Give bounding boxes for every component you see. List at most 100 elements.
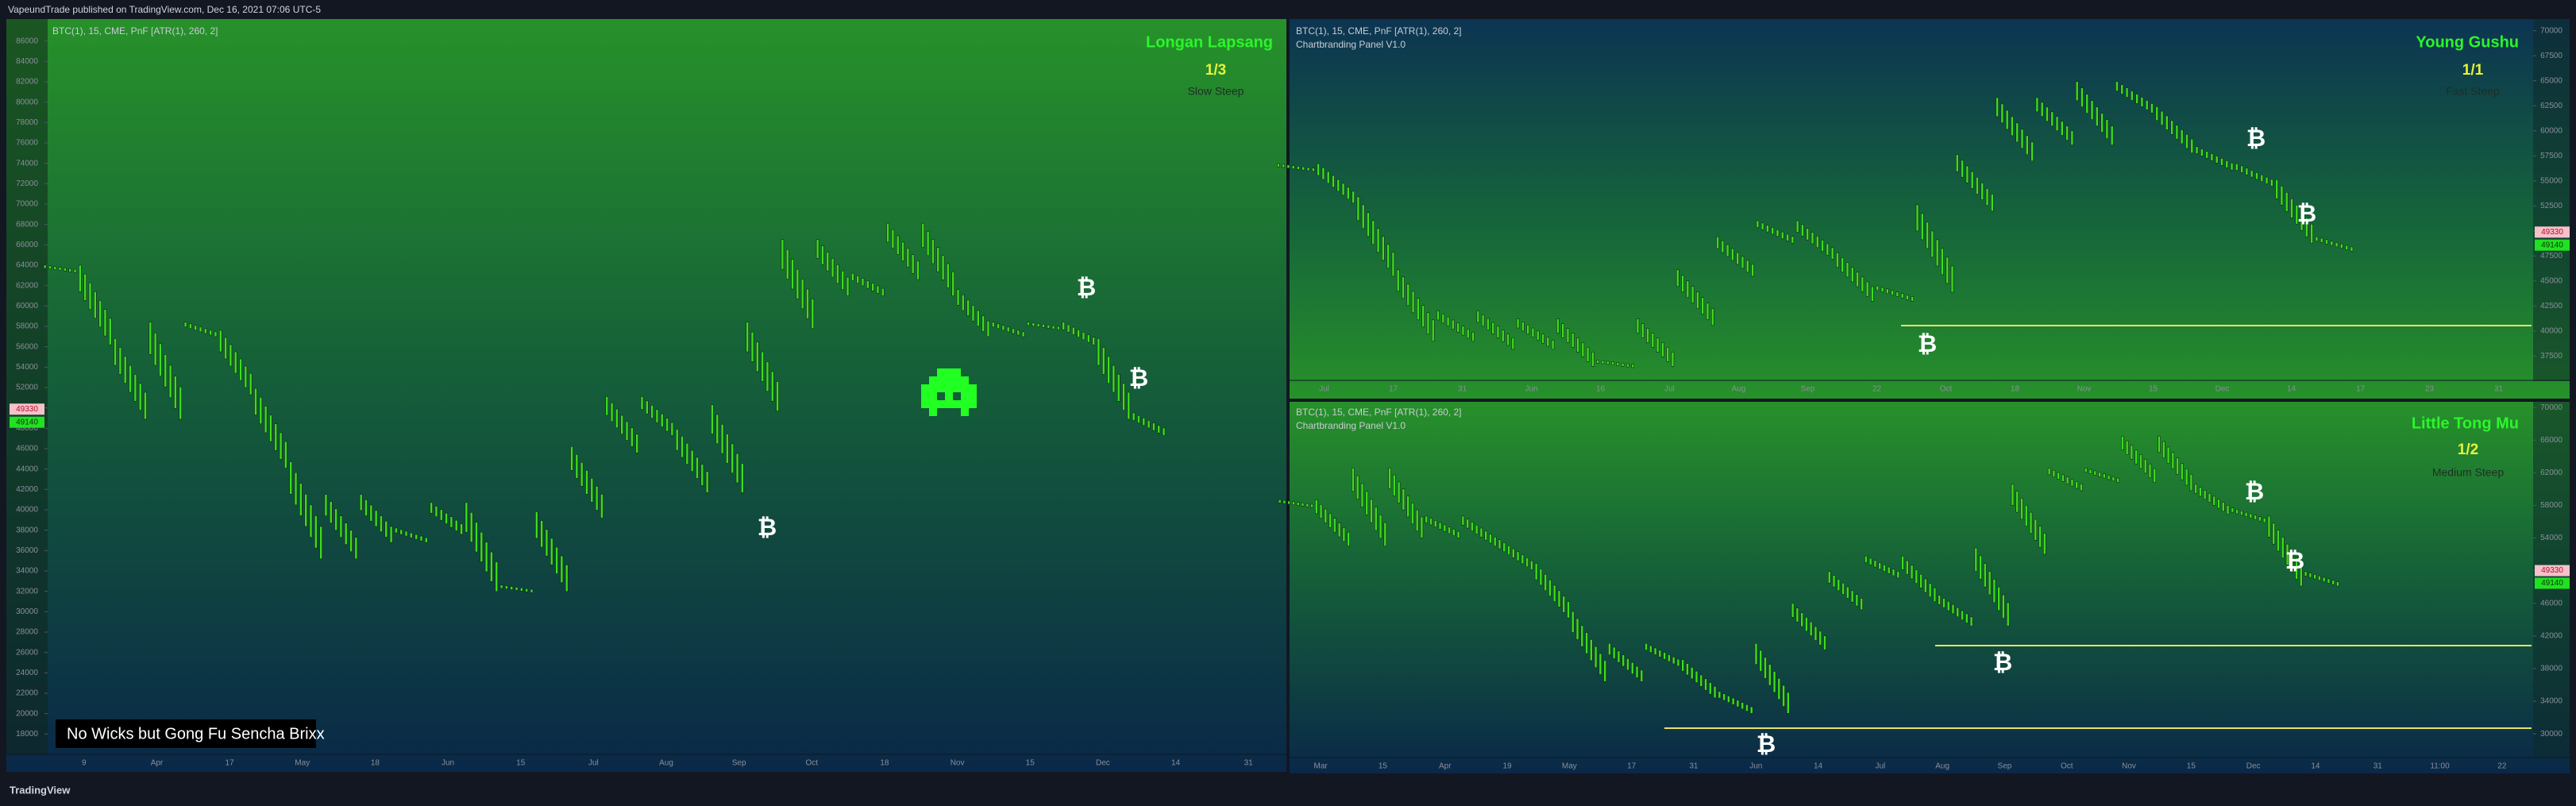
- pnf-column: [675, 429, 679, 451]
- price-axis: [6, 19, 48, 754]
- pnf-column: [901, 241, 904, 261]
- pnf-column: [1282, 499, 1286, 504]
- price-tag: [10, 403, 44, 415]
- pnf-column: [294, 472, 298, 506]
- pnf-column: [1791, 603, 1795, 618]
- pnf-column: [2105, 119, 2109, 139]
- pnf-column: [1641, 323, 1645, 338]
- pnf-column: [1306, 167, 1310, 172]
- pnf-column: [1782, 685, 1785, 707]
- pnf-column: [1910, 565, 1914, 580]
- pnf-column: [2080, 87, 2084, 107]
- pnf-column: [1502, 542, 1506, 553]
- pnf-column: [1530, 560, 1533, 570]
- pnf-column: [118, 347, 122, 375]
- pnf-column: [1951, 604, 1955, 615]
- pnf-column: [2085, 94, 2089, 114]
- pnf-column: [2245, 168, 2249, 175]
- pnf-column: [1590, 639, 1593, 661]
- pnf-column: [1498, 539, 1502, 550]
- pnf-column: [1376, 228, 1380, 253]
- pnf-column: [1382, 236, 1385, 261]
- x-tick-label: 15: [516, 759, 526, 768]
- bitcoin-marker: ₿: [1993, 650, 2012, 676]
- pnf-column: [681, 436, 684, 458]
- pnf-column: [144, 391, 147, 420]
- pnf-column: [2249, 513, 2253, 519]
- pnf-column: [2015, 122, 2019, 143]
- pnf-column: [2075, 81, 2079, 101]
- pnf-column: [2270, 179, 2273, 187]
- pnf-column: [1985, 188, 1989, 206]
- pnf-column: [229, 344, 233, 367]
- pnf-column: [2093, 470, 2097, 476]
- pnf-column: [841, 270, 845, 291]
- price-tag: [2535, 239, 2570, 251]
- pnf-column: [2145, 100, 2149, 110]
- pnf-column: [2230, 162, 2234, 171]
- pnf-column: [1795, 607, 1799, 623]
- pnf-column: [314, 515, 318, 549]
- pnf-column: [2161, 441, 2165, 458]
- caption-box: [56, 719, 316, 748]
- pnf-column: [1823, 635, 1826, 650]
- x-tick-label: Nov: [2077, 385, 2092, 394]
- y-tick-label: 42000: [16, 485, 38, 494]
- pnf-column: [1997, 586, 2000, 611]
- pnf-column: [1448, 526, 1451, 534]
- footer-brand: TradingView: [10, 784, 71, 796]
- publish-info: VapeundTrade published on TradingView.co…: [8, 4, 321, 15]
- pnf-column: [1152, 422, 1155, 431]
- y-tick-label: 80000: [16, 98, 38, 106]
- pnf-column: [1961, 160, 1964, 178]
- pnf-column: [58, 267, 62, 271]
- pnf-column: [1686, 280, 1690, 298]
- pnf-column: [655, 409, 659, 423]
- pnf-column: [1417, 298, 1420, 321]
- x-tick-label: Jun: [442, 759, 454, 768]
- pnf-column: [936, 247, 940, 272]
- pnf-column: [430, 502, 433, 514]
- pnf-column: [2265, 176, 2269, 184]
- pnf-column: [1754, 642, 1758, 665]
- pnf-column: [43, 264, 47, 269]
- pnf-column: [454, 519, 458, 531]
- pnf-column: [1608, 642, 1611, 655]
- pnf-column: [1016, 330, 1020, 336]
- pnf-column: [540, 520, 543, 548]
- pnf-column: [133, 374, 137, 402]
- pnf-column: [68, 268, 72, 272]
- pnf-column: [475, 522, 478, 553]
- pnf-column: [1626, 658, 1629, 671]
- pnf-column: [1443, 524, 1447, 532]
- pnf-column: [1471, 522, 1474, 532]
- y-tick-label: 72000: [16, 179, 38, 188]
- pnf-column: [520, 588, 523, 592]
- pnf-column: [404, 530, 408, 537]
- pnf-column: [711, 404, 714, 434]
- x-tick-label: May: [1562, 762, 1577, 771]
- pnf-column: [966, 299, 970, 316]
- y-tick-label: 52500: [2540, 202, 2563, 210]
- pnf-column: [1956, 607, 1960, 618]
- pnf-column: [2120, 84, 2124, 94]
- pnf-column: [1850, 267, 1854, 283]
- pnf-column: [610, 402, 614, 422]
- pnf-column: [1906, 560, 1909, 575]
- pnf-column: [1314, 499, 1318, 515]
- pnf-column: [2189, 473, 2193, 492]
- x-tick-label: Oct: [806, 759, 819, 768]
- pnf-column: [2116, 477, 2119, 483]
- pnf-column: [2175, 125, 2179, 140]
- pnf-column: [108, 318, 112, 345]
- pnf-column: [1651, 333, 1655, 348]
- pnf-column: [1906, 295, 1909, 300]
- pnf-column: [1741, 256, 1745, 269]
- y-tick-label: 42000: [2540, 632, 2563, 641]
- pnf-column: [2330, 241, 2334, 246]
- pnf-column: [1979, 555, 1982, 580]
- pnf-column: [1626, 363, 1629, 368]
- pnf-column: [415, 534, 418, 540]
- pnf-column: [705, 471, 709, 493]
- panel-title: Young Gushu: [2416, 33, 2519, 51]
